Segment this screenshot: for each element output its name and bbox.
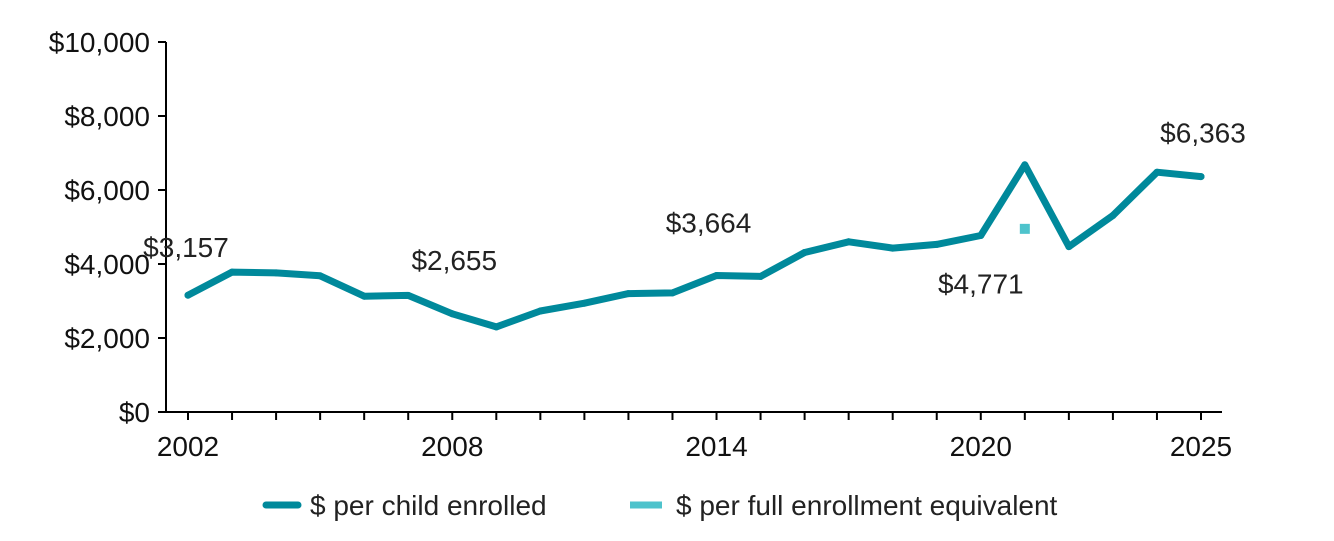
data-point bbox=[624, 290, 632, 298]
data-label: $4,771 bbox=[938, 268, 1024, 299]
x-axis-ticks: 2002 2008 2014 2020 2025 bbox=[157, 412, 1232, 462]
data-point bbox=[360, 292, 368, 300]
x-tick-label: 2020 bbox=[950, 431, 1012, 462]
data-point bbox=[1065, 243, 1073, 251]
data-point bbox=[757, 272, 765, 280]
legend-label: $ per child enrolled bbox=[310, 490, 547, 521]
data-label: $3,664 bbox=[666, 207, 752, 238]
axes bbox=[165, 42, 1222, 413]
x-tick-label: 2014 bbox=[685, 431, 747, 462]
legend: $ per child enrolled $ per full enrollmen… bbox=[262, 490, 1058, 521]
data-point bbox=[1109, 212, 1117, 220]
data-point bbox=[580, 299, 588, 307]
data-point bbox=[713, 271, 721, 279]
data-point bbox=[536, 307, 544, 315]
data-point bbox=[933, 240, 941, 248]
y-tick-label: $0 bbox=[119, 397, 150, 428]
data-point bbox=[184, 291, 192, 299]
legend-label: $ per full enrollment equivalent bbox=[676, 490, 1058, 521]
data-point bbox=[801, 249, 809, 257]
y-tick-label: $6,000 bbox=[64, 175, 150, 206]
y-tick-label: $4,000 bbox=[64, 249, 150, 280]
data-point bbox=[1153, 168, 1161, 176]
series-layer bbox=[184, 161, 1205, 331]
x-tick-label: 2025 bbox=[1170, 431, 1232, 462]
data-label: $3,157 bbox=[143, 232, 229, 263]
series-line-per-child-enrolled bbox=[184, 161, 1205, 331]
data-point bbox=[889, 244, 897, 252]
data-point bbox=[272, 269, 280, 277]
data-point bbox=[668, 289, 676, 297]
x-tick-label: 2008 bbox=[421, 431, 483, 462]
y-tick-label: $2,000 bbox=[64, 323, 150, 354]
data-point bbox=[492, 323, 500, 331]
annotation-layer: $3,157 $2,655 $3,664 $4,771 $6,363 bbox=[143, 118, 1246, 300]
data-point bbox=[228, 268, 236, 276]
y-axis-ticks: $0 $2,000 $4,000 $6,000 $8,000 $10,000 bbox=[49, 27, 166, 428]
data-point bbox=[404, 291, 412, 299]
data-point bbox=[316, 272, 324, 280]
data-point bbox=[448, 310, 456, 318]
data-point bbox=[977, 231, 985, 239]
y-tick-label: $10,000 bbox=[49, 27, 150, 58]
data-point bbox=[1021, 161, 1029, 169]
y-tick-label: $8,000 bbox=[64, 101, 150, 132]
data-point bbox=[1197, 173, 1205, 181]
data-point bbox=[845, 238, 853, 246]
data-label: $2,655 bbox=[411, 245, 497, 276]
data-label: $6,363 bbox=[1160, 118, 1246, 149]
x-tick-label: 2002 bbox=[157, 431, 219, 462]
data-point-full-enrollment-equivalent bbox=[1019, 223, 1030, 234]
